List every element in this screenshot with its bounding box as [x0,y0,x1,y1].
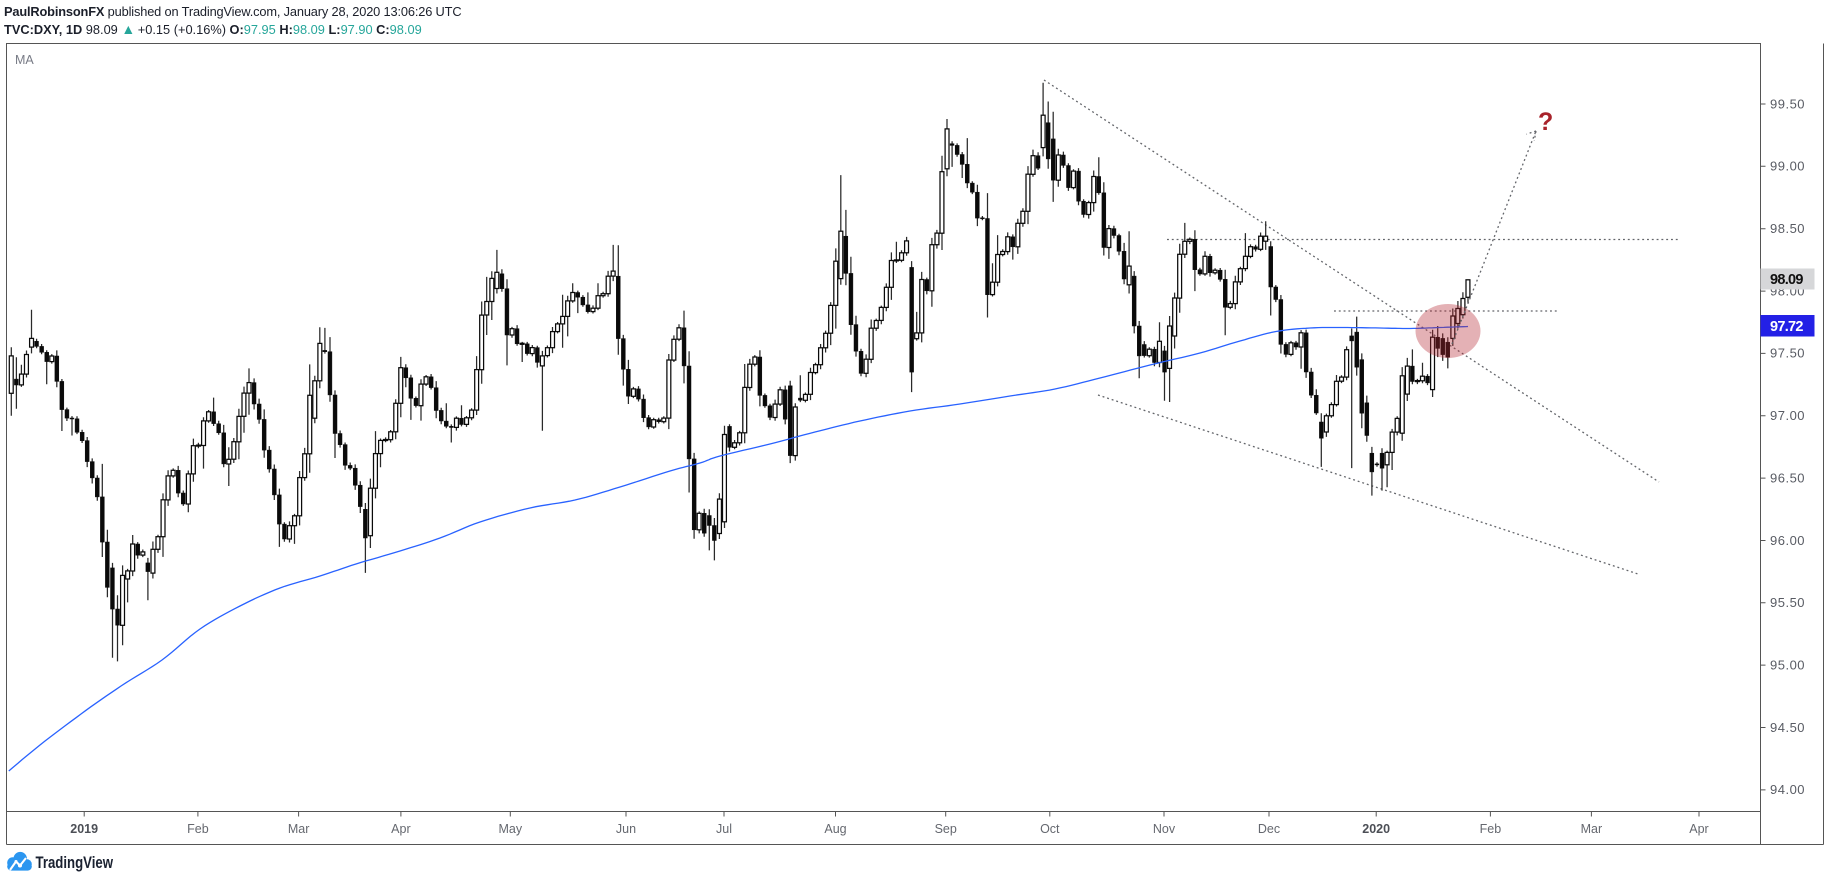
svg-text:TradingView: TradingView [36,854,114,873]
svg-text:?: ? [1538,108,1553,136]
svg-text:97.50: 97.50 [1770,346,1805,361]
svg-text:95.00: 95.00 [1770,657,1805,672]
svg-text:2019: 2019 [70,822,98,836]
svg-text:Apr: Apr [391,822,410,836]
svg-text:99.00: 99.00 [1770,159,1805,174]
svg-text:Oct: Oct [1040,822,1060,836]
svg-text:Apr: Apr [1689,822,1708,836]
svg-text:96.50: 96.50 [1770,470,1805,485]
svg-text:Aug: Aug [824,822,846,836]
svg-text:Jun: Jun [616,822,636,836]
svg-text:Mar: Mar [288,822,310,836]
svg-text:Jul: Jul [716,822,732,836]
svg-text:Feb: Feb [187,822,209,836]
svg-text:94.50: 94.50 [1770,720,1805,735]
svg-text:98.50: 98.50 [1770,221,1805,236]
svg-text:99.50: 99.50 [1770,96,1805,111]
svg-text:2020: 2020 [1362,822,1390,836]
svg-text:97.00: 97.00 [1770,408,1805,423]
svg-text:98.09: 98.09 [1770,272,1804,288]
svg-text:Dec: Dec [1258,822,1280,836]
svg-text:97.72: 97.72 [1770,319,1804,335]
svg-text:May: May [498,822,522,836]
svg-text:MA: MA [15,53,34,67]
svg-text:Nov: Nov [1153,822,1176,836]
svg-text:96.00: 96.00 [1770,533,1805,548]
svg-text:95.50: 95.50 [1770,595,1805,610]
svg-text:Sep: Sep [935,822,957,836]
svg-text:Mar: Mar [1581,822,1603,836]
svg-text:94.00: 94.00 [1770,782,1805,797]
svg-text:Feb: Feb [1480,822,1502,836]
